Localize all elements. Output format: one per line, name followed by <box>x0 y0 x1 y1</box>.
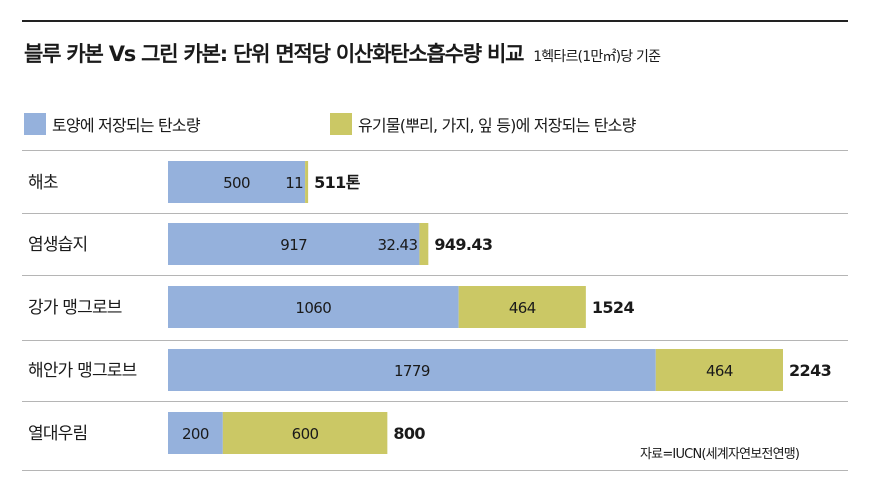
legend-item-soil: 토양에 저장되는 탄소량 <box>24 112 201 136</box>
category-label: 염생습지 <box>28 235 87 255</box>
separator-rule <box>22 401 848 402</box>
total-label: 1524 <box>592 298 635 317</box>
legend-item-organic: 유기물(뿌리, 가지, 잎 등)에 저장되는 탄소량 <box>330 112 636 136</box>
chart-title-block: 블루 카본 Vs 그린 카본: 단위 면적당 이산화탄소흡수량 비교 1헥타르(1… <box>24 38 661 68</box>
separator-rule <box>22 275 848 276</box>
source-note: 자료=IUCN(세계자연보전연맹) <box>640 447 800 462</box>
bar-organic <box>305 161 309 203</box>
legend-swatch-soil <box>24 113 46 135</box>
total-label: 511톤 <box>314 173 361 192</box>
bar-soil <box>168 412 223 454</box>
chart-subtitle: 1헥타르(1만㎡)당 기준 <box>533 49 661 65</box>
legend-swatch-organic <box>330 113 352 135</box>
data-label-organic: 32.43 <box>377 236 417 254</box>
data-label-soil: 200 <box>182 425 209 443</box>
bar-soil <box>168 286 459 328</box>
bar-organic <box>419 223 429 265</box>
total-label: 949.43 <box>434 235 492 254</box>
data-label-soil: 1779 <box>394 362 430 380</box>
separator-rule <box>22 150 848 151</box>
category-label: 강가 맹그로브 <box>28 298 122 318</box>
legend-label-soil: 토양에 저장되는 탄소량 <box>52 116 201 135</box>
bar-soil <box>168 223 420 265</box>
separator-rule <box>22 470 848 471</box>
total-label: 800 <box>393 424 425 443</box>
chart-title: 블루 카본 Vs 그린 카본: 단위 면적당 이산화탄소흡수량 비교 <box>24 42 524 66</box>
separator-rule <box>22 340 848 341</box>
bar-organic <box>458 286 586 328</box>
data-label-organic: 464 <box>706 362 733 380</box>
bar-organic <box>222 412 388 454</box>
data-label-organic: 600 <box>292 425 319 443</box>
category-label: 열대우림 <box>28 424 87 444</box>
separator-rule <box>22 213 848 214</box>
data-label-soil: 500 <box>223 174 250 192</box>
category-label: 해안가 맹그로브 <box>28 361 137 381</box>
data-label-soil: 1060 <box>295 299 331 317</box>
total-label: 2243 <box>789 361 831 380</box>
bar-soil <box>168 349 656 391</box>
bar-soil <box>168 161 306 203</box>
data-label-organic: 464 <box>509 299 536 317</box>
top-rule <box>22 20 848 22</box>
category-label: 해초 <box>28 173 58 193</box>
legend-label-organic: 유기물(뿌리, 가지, 잎 등)에 저장되는 탄소량 <box>358 116 636 135</box>
data-label-organic: 11 <box>285 174 303 192</box>
bar-organic <box>655 349 783 391</box>
data-label-soil: 917 <box>280 236 307 254</box>
